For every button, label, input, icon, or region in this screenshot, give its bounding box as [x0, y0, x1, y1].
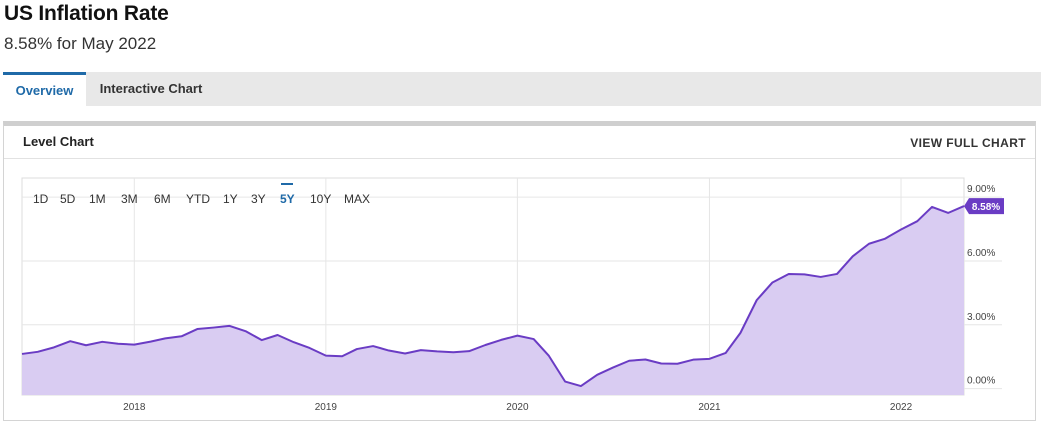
- range-button-3m[interactable]: 3M: [121, 192, 138, 206]
- x-tick-label: 2019: [315, 402, 338, 413]
- y-tick-label: 0.00%: [967, 376, 995, 387]
- y-tick-label: 9.00%: [967, 184, 995, 195]
- x-tick-label: 2018: [123, 402, 146, 413]
- range-button-6m[interactable]: 6M: [154, 192, 171, 206]
- tab-bar: Overview Interactive Chart: [3, 72, 1041, 106]
- range-button-1y[interactable]: 1Y: [223, 192, 238, 206]
- range-button-ytd[interactable]: YTD: [186, 192, 210, 206]
- range-button-1m[interactable]: 1M: [89, 192, 106, 206]
- last-value-label: 8.58%: [972, 202, 1000, 213]
- card-title: Level Chart: [23, 134, 94, 149]
- range-button-5d[interactable]: 5D: [60, 192, 76, 206]
- range-button-max[interactable]: MAX: [344, 192, 370, 206]
- range-button-1d[interactable]: 1D: [33, 192, 49, 206]
- level-chart-card: Level Chart VIEW FULL CHART 2018 2019 2020…: [3, 121, 1036, 421]
- series-line: [21, 205, 965, 388]
- x-tick-label: 2020: [506, 402, 529, 413]
- x-tick-label: 2022: [890, 402, 913, 413]
- range-button-10y[interactable]: 10Y: [310, 192, 331, 206]
- x-tick-label: 2021: [698, 402, 721, 413]
- level-chart: 2018 2019 2020 2021 2022 0.00% 3.00% 6.00% 9.00%…: [21, 177, 1004, 413]
- view-full-chart-link[interactable]: VIEW FULL CHART: [910, 136, 1026, 150]
- page-subtitle: 8.58% for May 2022: [4, 34, 157, 53]
- series-area: [22, 206, 964, 395]
- range-button-5y[interactable]: 5Y: [280, 192, 295, 206]
- last-value-badge: [964, 198, 1004, 215]
- range-button-3y[interactable]: 3Y: [251, 192, 266, 206]
- page-title: US Inflation Rate: [4, 2, 169, 25]
- tab-overview[interactable]: Overview: [3, 72, 86, 106]
- card-header: Level Chart VIEW FULL CHART: [4, 126, 1035, 159]
- y-tick-label: 3.00%: [967, 312, 995, 323]
- tab-interactive-chart[interactable]: Interactive Chart: [99, 81, 203, 96]
- y-tick-label: 6.00%: [967, 248, 995, 259]
